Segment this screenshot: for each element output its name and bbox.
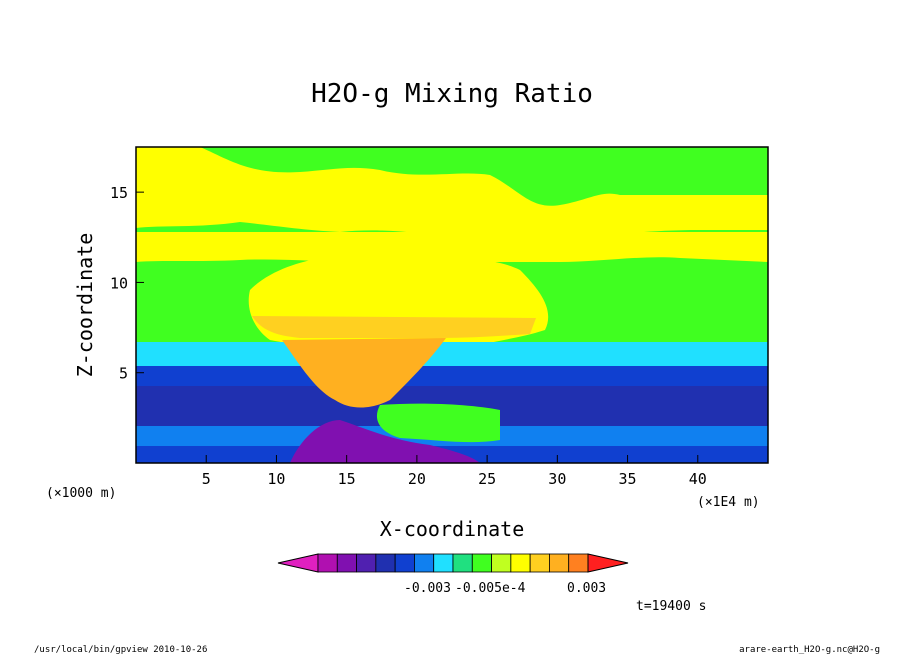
colorbar-swatch [375, 553, 396, 573]
x-axis: 5 10 15 20 25 30 35 40 [202, 455, 707, 488]
footer-left: /usr/local/bin/gpview 2010-10-26 [34, 645, 207, 654]
plot-frame [135, 146, 769, 464]
contour-band-blue [136, 366, 768, 386]
colorbar-swatch [356, 553, 377, 573]
contour-band-purple [290, 420, 480, 463]
colorbar-swatch [529, 553, 550, 573]
colorbar-swatch [317, 553, 338, 573]
contour-band-orange-core [282, 338, 446, 408]
contour-band-cyan [136, 342, 768, 367]
x-tick-label: 25 [478, 470, 496, 488]
plot-area [135, 146, 769, 464]
colorbar-swatch [414, 553, 435, 573]
contour-band-yellow-top [136, 147, 768, 240]
colorbar-swatch [471, 553, 492, 573]
colorbar-swatch [452, 553, 473, 573]
colorbar-swatch [549, 553, 570, 573]
y-tick-label: 5 [119, 365, 128, 383]
colorbar [277, 553, 629, 573]
contour-fill [136, 147, 768, 463]
x-unit-left: (×1000 m) [46, 486, 116, 501]
colorbar-swatch [568, 553, 589, 573]
contour-band-lower-green [376, 403, 500, 443]
chart-title: H2O-g Mixing Ratio [311, 79, 593, 109]
x-axis-label: X-coordinate [380, 517, 525, 541]
x-tick-label: 20 [408, 470, 426, 488]
x-unit-right: (×1E4 m) [697, 495, 760, 510]
colorbar-arrow-high [587, 553, 629, 573]
time-label: t=19400 s [636, 599, 706, 614]
y-tick-label: 15 [110, 184, 128, 202]
colorbar-swatch [491, 553, 512, 573]
contour-band-anvil-inner [252, 316, 536, 338]
y-axis-label: Z-coordinate [73, 233, 97, 378]
footer-right: arare-earth_H2O-g.nc@H2O-g [739, 645, 880, 654]
colorbar-swatch [336, 553, 357, 573]
y-tick-label: 10 [110, 274, 128, 292]
y-axis: 5 10 15 [110, 184, 144, 383]
colorbar-arrow-low [277, 553, 319, 573]
colorbar-label-high: 0.003 [567, 581, 606, 596]
contour-band-yellow-mid [136, 232, 768, 265]
colorbar-label-low: -0.003 [404, 581, 451, 596]
x-tick-label: 30 [548, 470, 566, 488]
colorbar-label-mid: -0.005e-4 [455, 581, 526, 596]
x-tick-label: 10 [267, 470, 285, 488]
x-tick-label: 15 [338, 470, 356, 488]
x-tick-label: 40 [689, 470, 707, 488]
colorbar-swatch [394, 553, 415, 573]
x-tick-label: 35 [619, 470, 637, 488]
x-tick-label: 5 [202, 470, 211, 488]
colorbar-swatch [433, 553, 454, 573]
colorbar-swatch [510, 553, 531, 573]
